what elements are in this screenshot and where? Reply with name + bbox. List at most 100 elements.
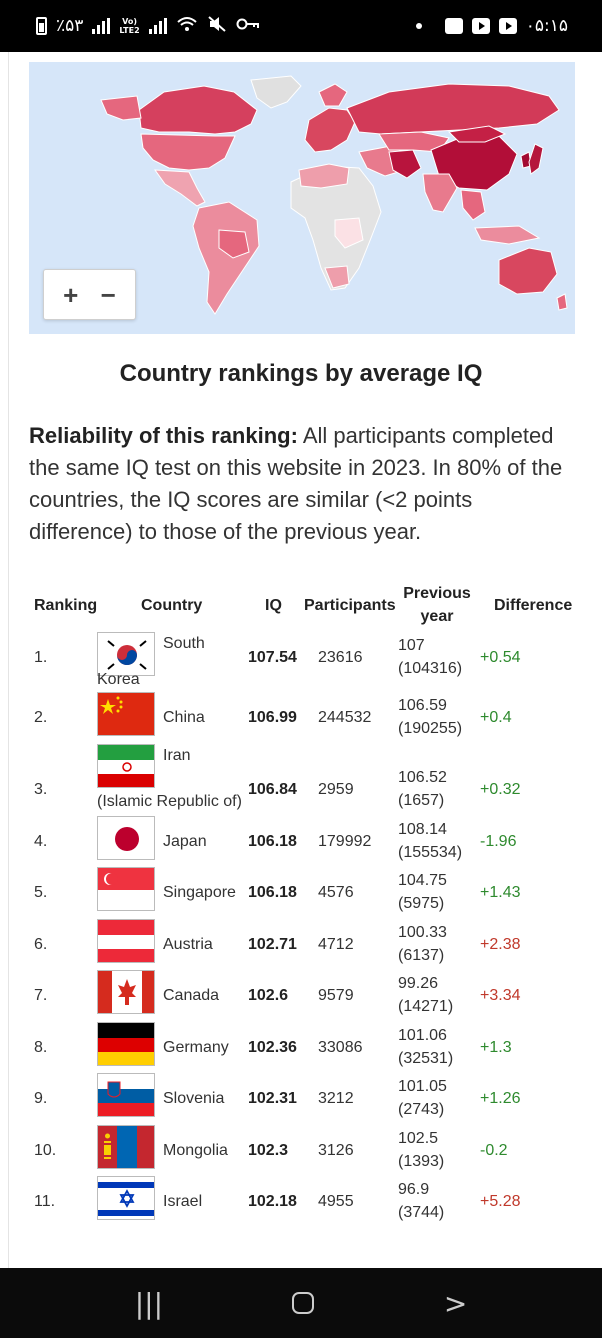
country-name[interactable]: Singapore (163, 884, 236, 901)
lte-label: Vo) LTE2 (119, 17, 140, 35)
map-zoom-control: + − (43, 269, 136, 320)
previous-year-score: 107 (398, 637, 425, 654)
china-flag-icon (97, 692, 155, 736)
country-name[interactable]: Canada (163, 987, 220, 1004)
participants-count: 33086 (318, 1038, 363, 1056)
iq-score: 102.71 (248, 935, 297, 953)
iq-score: 106.84 (248, 780, 297, 798)
previous-year-participants: (6137) (398, 946, 445, 964)
rank-number: 5. (34, 884, 48, 901)
country-name[interactable]: Israel (163, 1193, 203, 1210)
iq-score: 102.6 (248, 987, 289, 1004)
previous-year-score: 100.33 (398, 923, 447, 941)
notification-dot-icon (415, 23, 422, 29)
header-previous-year: Previous year (403, 585, 471, 625)
reliability-note: Reliability of this ranking: All partici… (29, 420, 579, 548)
previous-year-participants: (2743) (398, 1101, 445, 1118)
page-title: Country rankings by average IQ (119, 360, 483, 387)
difference-value: -1.96 (480, 832, 517, 850)
rank-number: 8. (34, 1038, 48, 1056)
clock: ۰۵:۱۵ (525, 16, 568, 36)
country-name[interactable]: Austria (163, 935, 213, 953)
difference-value: +2.38 (480, 935, 521, 953)
iq-score: 106.99 (248, 709, 297, 726)
difference-value: +0.32 (480, 780, 521, 798)
difference-value: +0.4 (480, 709, 512, 726)
recent-apps-button[interactable]: ||| (134, 1286, 164, 1320)
table-body: 1. South Korea 107.54 23616 107 (104316) +0.54 2… (29, 632, 579, 1228)
youtube-icon (471, 18, 490, 34)
difference-value: +1.3 (480, 1038, 512, 1056)
previous-year-score: 96.9 (398, 1181, 430, 1198)
header-ranking: Ranking (34, 597, 98, 614)
rank-number: 6. (34, 935, 48, 953)
previous-year-score: 102.5 (398, 1129, 439, 1147)
country-name[interactable]: Iran (163, 746, 191, 764)
country-name[interactable]: Japan (163, 832, 207, 850)
previous-year-score: 108.14 (398, 820, 447, 838)
participants-count: 9579 (318, 987, 354, 1004)
reliability-label: Reliability of this ranking: (29, 423, 298, 448)
previous-year-participants: (1393) (398, 1152, 445, 1170)
rank-number: 2. (34, 709, 48, 726)
status-right: ۰۵:۱۵ (415, 16, 568, 36)
world-map[interactable]: + − (29, 62, 575, 334)
israel-flag-icon (97, 1176, 155, 1220)
table-row: 4. Japan 106.18 179992 108.14 (155534) -1.96 (29, 815, 579, 868)
country-name-continued[interactable]: Korea (97, 671, 140, 688)
participants-count: 2959 (318, 780, 354, 798)
difference-value: +3.34 (480, 987, 521, 1004)
previous-year-score: 104.75 (398, 872, 447, 889)
youtube-2-icon (498, 18, 517, 34)
iq-score: 107.54 (248, 649, 297, 666)
table-row: 8. Germany 102.36 33086 101.06 (32531) +1.3 (29, 1021, 579, 1074)
iran-flag-icon (97, 743, 155, 788)
previous-year-participants: (104316) (398, 660, 463, 677)
iq-score: 102.31 (248, 1090, 297, 1107)
table-row: 2. China 106.99 244532 106.59 (190255) +0.4 (29, 692, 579, 744)
battery-icon (36, 17, 47, 35)
signal-2-icon (148, 18, 167, 34)
iq-score: 106.18 (248, 832, 297, 850)
participants-count: 179992 (318, 832, 372, 850)
previous-year-score: 101.06 (398, 1026, 447, 1044)
country-name[interactable]: Germany (163, 1038, 229, 1056)
zoom-in-button[interactable]: + (63, 279, 79, 310)
previous-year-participants: (32531) (398, 1049, 454, 1067)
table-row: 7. Canada 102.6 9579 99.26 (14271) +3.34 (29, 970, 579, 1022)
country-name-continued[interactable]: (Islamic Republic of) (97, 792, 242, 810)
iq-score: 106.18 (248, 884, 297, 901)
country-name[interactable]: China (163, 709, 205, 726)
android-nav-bar: ||| > (0, 1268, 602, 1338)
iq-score: 102.3 (248, 1141, 289, 1159)
participants-count: 23616 (318, 649, 363, 666)
back-button[interactable]: > (443, 1286, 468, 1320)
table-row: 10. Mongolia 102.3 3126 102.5 (1393) -0.2 (29, 1124, 579, 1177)
country-name[interactable]: Mongolia (163, 1141, 228, 1159)
previous-year-score: 101.05 (398, 1078, 447, 1095)
previous-year-participants: (190255) (398, 720, 463, 737)
zoom-out-button[interactable]: − (100, 279, 116, 310)
table-row: 3. Iran (Islamic Republic of) 106.84 2959 106… (29, 743, 579, 816)
previous-year-participants: (14271) (398, 998, 454, 1015)
participants-count: 244532 (318, 709, 372, 726)
previous-year-participants: (155534) (398, 843, 463, 861)
previous-year-participants: (5975) (398, 895, 445, 912)
world-map-graphic (100, 75, 568, 315)
previous-year-participants: (1657) (398, 791, 445, 809)
japan-flag-icon (97, 815, 155, 860)
reliability-text: All participants completed the same IQ t… (29, 423, 563, 544)
country-name[interactable]: South (163, 635, 205, 652)
battery-percent: ٪۵۳ (56, 16, 84, 36)
mongolia-flag-icon (97, 1124, 155, 1169)
header-participants: Participants (304, 597, 396, 614)
signal-icon (92, 18, 111, 34)
rank-number: 7. (34, 987, 48, 1004)
mute-icon (207, 15, 227, 38)
rank-number: 1. (34, 649, 48, 666)
table-row: 5. Singapore 106.18 4576 104.75 (5975) +1.43 (29, 867, 579, 919)
home-button[interactable] (292, 1292, 315, 1314)
south-korea-flag-icon (97, 632, 155, 676)
country-name[interactable]: Slovenia (163, 1090, 225, 1107)
difference-value: +0.54 (480, 649, 521, 666)
